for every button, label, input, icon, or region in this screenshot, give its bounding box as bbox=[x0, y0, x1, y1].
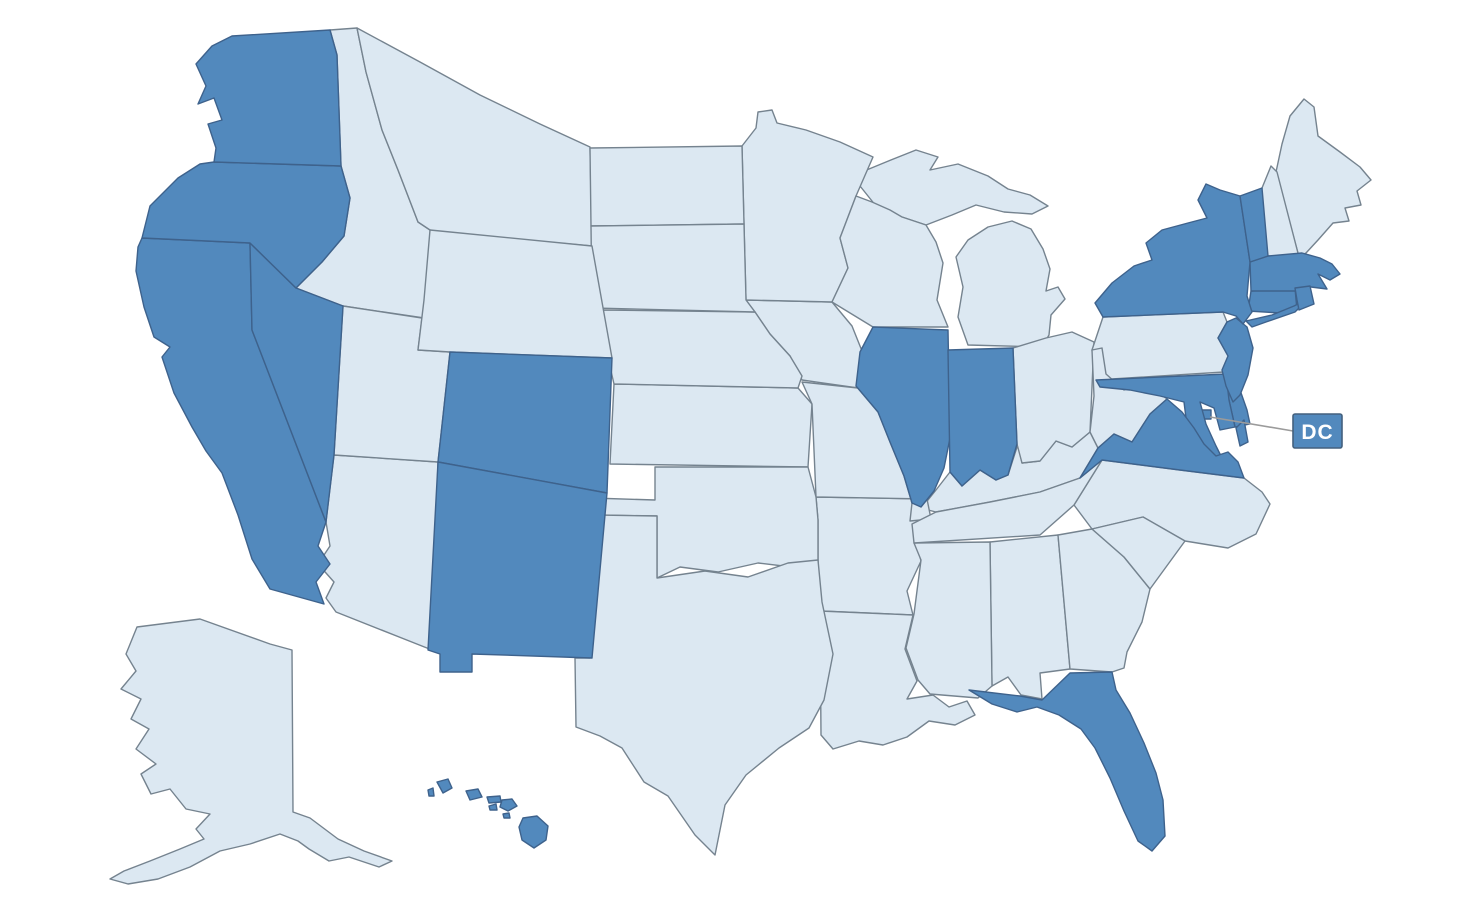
state-oh[interactable]: Ohio bbox=[1012, 331, 1095, 464]
dc-callout-box[interactable] bbox=[1292, 413, 1343, 449]
state-wy[interactable]: Wyoming bbox=[417, 229, 613, 359]
state-al[interactable]: Alabama bbox=[989, 534, 1071, 700]
state-ca[interactable]: California bbox=[135, 237, 331, 605]
state-mn[interactable]: Minnesota bbox=[741, 109, 874, 303]
state-me[interactable]: Maine bbox=[1275, 98, 1372, 258]
state-nm[interactable]: New Mexico bbox=[427, 461, 608, 673]
state-sd[interactable]: South Dakota bbox=[590, 223, 756, 313]
state-ma[interactable]: Massachusetts bbox=[1249, 252, 1341, 292]
state-wa[interactable]: Washington bbox=[195, 29, 342, 167]
dc-callout-label: DC bbox=[1301, 421, 1333, 444]
state-fl[interactable]: Florida bbox=[968, 671, 1166, 852]
state-tx[interactable]: Texas bbox=[574, 514, 834, 856]
state-in[interactable]: Indiana bbox=[947, 347, 1018, 487]
state-ak[interactable]: Alaska bbox=[109, 618, 393, 885]
state-hi[interactable]: Hawaii bbox=[427, 778, 549, 849]
state-nj[interactable]: New Jersey bbox=[1217, 317, 1254, 403]
state-ks[interactable]: Kansas bbox=[609, 383, 813, 468]
state-az[interactable]: Arizona bbox=[317, 454, 439, 651]
state-vt[interactable]: Vermont bbox=[1239, 187, 1269, 263]
state-sc[interactable]: South Carolina bbox=[1091, 516, 1186, 590]
dc-callout[interactable]: DC bbox=[1209, 413, 1343, 449]
states-layer: AlabamaAlaskaArizonaArkansasGeorgiaIdaho… bbox=[109, 27, 1372, 885]
dc-leader-line bbox=[1209, 416, 1294, 432]
state-or[interactable]: Oregon bbox=[141, 161, 351, 289]
state-pa[interactable]: Pennsylvania bbox=[1091, 311, 1232, 381]
state-la[interactable]: Louisiana bbox=[819, 610, 976, 750]
state-wi[interactable]: Wisconsin bbox=[831, 195, 949, 328]
state-ri[interactable]: Rhode Island bbox=[1294, 285, 1315, 311]
state-nd[interactable]: North Dakota bbox=[589, 145, 745, 227]
state-ms[interactable]: Mississippi bbox=[905, 541, 993, 699]
